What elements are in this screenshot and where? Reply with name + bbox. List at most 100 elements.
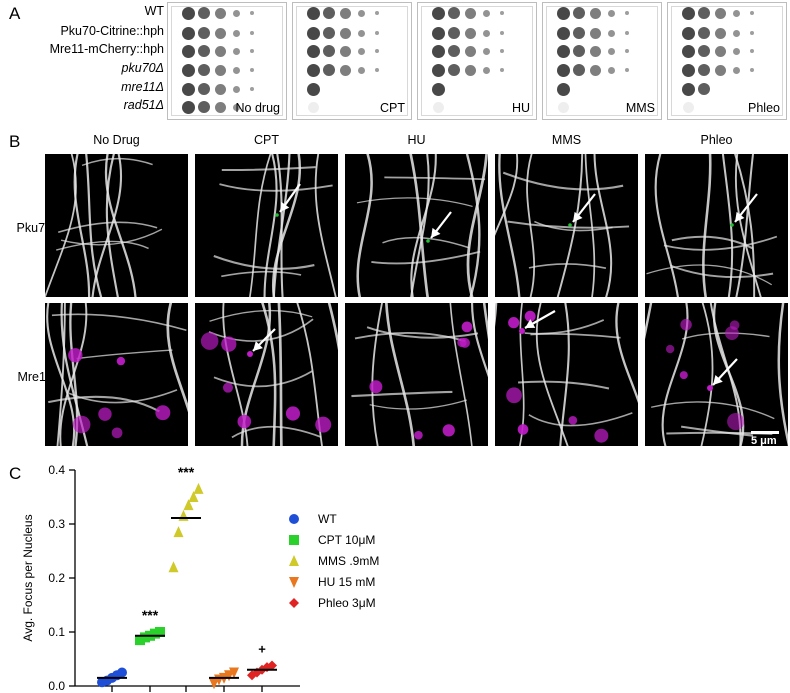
cell-wall [700,303,714,446]
data-point-2 [178,509,189,521]
colony-spot [448,64,460,76]
nucleus-signal [68,348,83,363]
colony-spot [448,27,460,39]
legend-label: HU 15 mM [318,575,375,589]
nucleus-signal [727,412,745,431]
colony-spot [589,64,601,76]
spot-plate: No drug [167,2,287,120]
colony-spot [181,44,195,58]
cell-wall [556,154,584,297]
colony-spot [339,27,351,39]
micrograph-svg [213,154,337,297]
septum [384,176,486,181]
septum [366,326,479,339]
colony-spot [198,7,210,19]
cell-wall [593,154,613,297]
nucleus-signal [679,371,688,380]
colony-spot [339,64,351,76]
septum [369,399,468,410]
mre11-focus [707,385,713,391]
colony-spot [625,49,629,53]
strain-label: mre11Δ [121,80,164,94]
arrow-head [713,374,723,385]
septum [56,240,149,251]
septum [663,235,778,251]
nucleus-signal [665,344,675,354]
colony-spot [750,31,754,35]
septum [507,220,630,229]
cell-wall [498,154,521,297]
data-point-2 [193,482,204,494]
cell-wall [166,303,188,413]
colony-spot [357,47,365,55]
cell-wall [465,154,481,297]
colony-spot [198,27,210,39]
cell-wall [526,154,536,297]
legend-marker [289,577,299,588]
colony-spot [464,27,476,39]
legend-marker [289,514,299,524]
colony-spot [625,11,629,15]
spot-plate: HU [417,2,537,120]
nucleus-signal [460,337,470,348]
septum [371,250,481,265]
y-tick-label: 0.4 [48,463,65,477]
colony-spot [464,45,476,57]
colony-spot [589,27,601,39]
column-header: MMS [551,133,582,147]
cell-wall [104,154,137,297]
y-axis-label: Avg. Focus per Nucleus [21,514,35,641]
colony-spot [500,11,504,15]
nucleus-signal [155,405,171,421]
significance-label: *** [142,607,159,623]
scale-bar [751,431,779,434]
micrograph-pku70-cpt [195,154,338,297]
septum [51,313,187,331]
colony-spot [432,101,444,113]
plate-rim [171,6,283,116]
column-header: Phleo [700,133,733,147]
focus-scatter-chart: 0.0 0.1 0.2 0.3 0.4 Avg. Focus per Nucleus WT *… [21,463,379,693]
colony-spot [214,27,226,39]
cell-wall [263,154,278,297]
colony-spot [698,64,710,76]
septum [231,425,322,439]
pku70-focus [275,213,279,217]
nucleus-signal [72,415,91,434]
colony-spot [431,44,445,58]
colony-spot [214,83,226,95]
colony-spot [214,7,226,19]
colony-spot [181,26,195,40]
septum [209,309,313,322]
septum [219,183,333,192]
colony-spot [375,68,379,72]
colony-spot [556,82,570,96]
plate-rim [546,6,658,116]
septum [76,349,173,360]
colony-spot [625,68,629,72]
colony-spot [250,49,254,53]
septum [502,171,624,191]
septum [651,401,775,420]
micrograph-svg [351,303,488,446]
nucleus-signal [461,321,473,333]
cell-wall [777,303,788,446]
micrograph-mre11-mms [495,303,638,446]
colony-spot [198,101,210,113]
colony-spot [500,68,504,72]
strain-label: pku70Δ [121,61,164,75]
nucleus-signal [237,414,252,429]
colony-spot [431,63,445,77]
septum [81,157,153,167]
colony-spot [323,45,335,57]
scale-bar-label: 5 μm [751,435,777,446]
colony-spot [198,64,210,76]
cell-wall [277,303,283,446]
nucleus-signal [680,318,692,331]
colony-spot [681,26,695,40]
colony-spot [214,45,226,57]
micrograph-svg [646,154,778,297]
colony-spot [750,68,754,72]
cell-wall [91,154,123,297]
row-label-mre11: Mre11 [17,370,52,384]
